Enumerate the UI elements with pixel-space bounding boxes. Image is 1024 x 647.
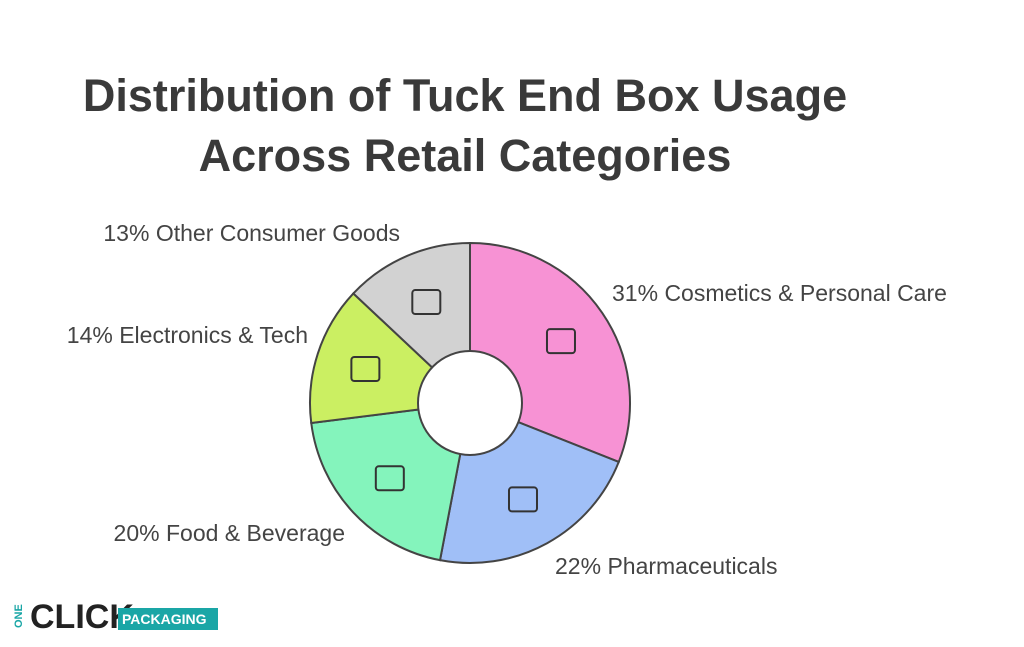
slice-icon: [350, 356, 381, 383]
slice-label: 14% Electronics & Tech: [67, 322, 308, 348]
slice-label: 31% Cosmetics & Personal Care: [612, 280, 947, 306]
slice-label: 13% Other Consumer Goods: [103, 220, 400, 246]
value-label: 13%: [103, 220, 149, 246]
logo-band: [118, 608, 218, 630]
slice-icon: [374, 465, 405, 492]
slice-icon: [545, 328, 576, 355]
slice: [310, 401, 472, 562]
logo-packaging: PACKAGING: [122, 611, 207, 627]
logo-click: CLICK: [30, 598, 134, 636]
value-label: 20%: [114, 520, 160, 546]
category-label: Food & Beverage: [166, 520, 345, 546]
chart-title: Distribution of Tuck End Box Usage Acros…: [82, 70, 848, 181]
category-label: Pharmaceuticals: [607, 553, 777, 579]
value-label: 22%: [555, 553, 601, 579]
value-label: 14%: [67, 322, 113, 348]
logo-one: ONE: [13, 604, 25, 628]
category-label: Electronics & Tech: [119, 322, 308, 348]
category-label: Other Consumer Goods: [156, 220, 400, 246]
slice-label: 20% Food & Beverage: [114, 520, 345, 546]
category-label: Cosmetics & Personal Care: [664, 280, 947, 306]
donut-hole: [417, 350, 523, 456]
value-label: 31%: [612, 280, 658, 306]
slice-label: 22% Pharmaceuticals: [555, 553, 777, 579]
slice-icon: [411, 289, 442, 316]
slice-icon: [507, 486, 538, 513]
logo: ONE CLICK PACKAGING: [13, 598, 218, 636]
